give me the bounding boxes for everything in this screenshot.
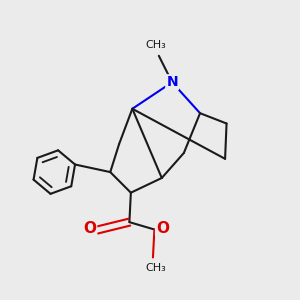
Text: CH₃: CH₃ [146, 263, 166, 273]
Text: CH₃: CH₃ [146, 40, 166, 50]
Text: O: O [83, 221, 96, 236]
Text: O: O [156, 220, 169, 236]
Text: N: N [166, 75, 178, 89]
